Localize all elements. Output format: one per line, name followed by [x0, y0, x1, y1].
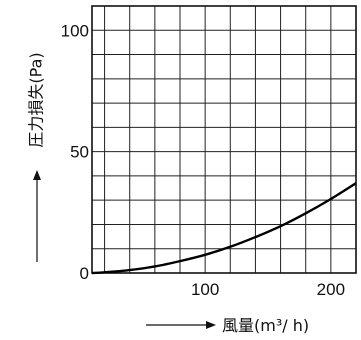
tick-labels: 0 50 100 100 200: [61, 21, 345, 299]
x-axis-label: 風量(m³/ h): [222, 316, 309, 335]
series-layer: [91, 182, 357, 275]
plot-frame: [91, 5, 357, 274]
y-axis-label: 圧力損失(Pa): [27, 52, 46, 147]
x-axis-arrow-head: [206, 321, 216, 329]
y-tick-label: 100: [61, 21, 89, 40]
y-axis-title: 圧力損失(Pa): [27, 52, 46, 262]
series-line-0: [91, 182, 357, 275]
x-tick-label: 200: [317, 280, 345, 299]
y-axis-arrow-head: [33, 170, 41, 180]
chart-grid: [92, 6, 356, 273]
x-tick-label: 100: [191, 280, 219, 299]
y-tick-label: 50: [70, 143, 89, 162]
x-axis-title: 風量(m³/ h): [146, 316, 309, 335]
y-tick-label: 0: [80, 264, 89, 283]
